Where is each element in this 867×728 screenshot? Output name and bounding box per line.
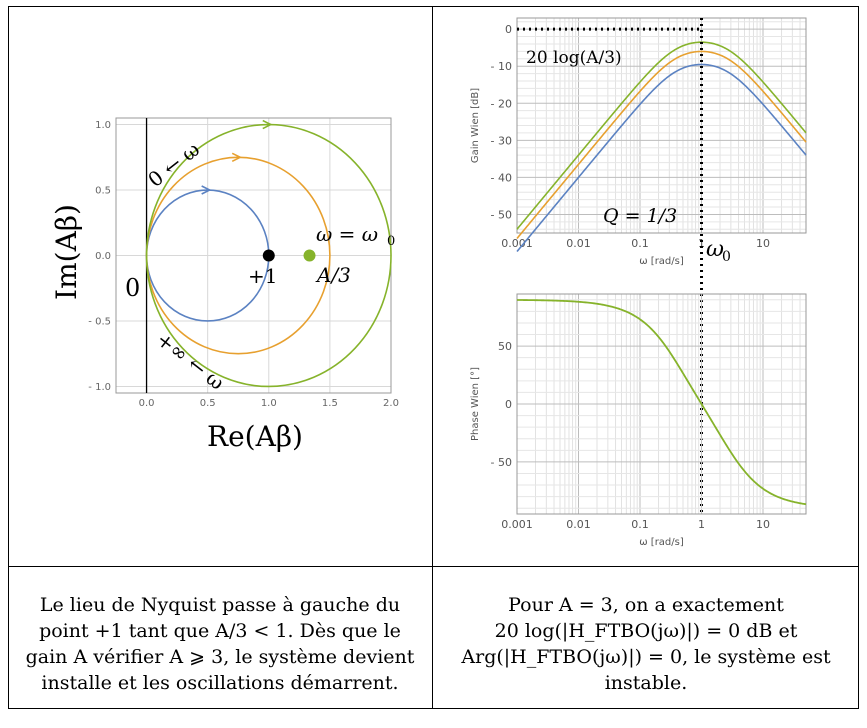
caption-right-line-2: 20 log(|H_FTBO(jω)|) = 0 dB et: [494, 620, 798, 642]
nyquist-x-tick-label: 1.5: [322, 398, 338, 409]
gain-x-tick-label: 0.01: [566, 237, 591, 250]
gain-x-tick-label: 0.001: [501, 237, 533, 250]
nyquist-y-axis-label: Im(Aβ): [50, 204, 83, 300]
phase-x-axis-label: ω [rad/s]: [639, 537, 684, 548]
caption-right: Pour A = 3, on a exactement 20 log(|H_FT…: [438, 592, 854, 696]
nyquist-a-over-3-label: A/3: [315, 263, 351, 287]
gain-q-label: Q = 1/3: [603, 205, 677, 227]
nyquist-arrow-1: [201, 185, 212, 195]
caption-right-line-3: Arg(|H_FTBO(jω)|) = 0, le système est: [461, 646, 831, 668]
gain-20log-label: 20 log(A/3): [526, 48, 622, 68]
gain-curve-2: [516, 50, 807, 239]
nyquist-y-tick-label: - 0.5: [88, 316, 111, 327]
nyquist-omega-sub-label: 0: [387, 234, 395, 249]
nyquist-point-plus-one: [262, 249, 275, 262]
phase-y-tick-label: 0: [505, 398, 512, 411]
gain-y-tick-label: - 20: [491, 97, 512, 110]
phase-plot-frame: [516, 293, 807, 515]
phase-x-tick-label: 0.1: [631, 518, 649, 531]
nyquist-y-tick-label: 1.0: [95, 120, 111, 131]
nyquist-y-tick-label: 0.0: [95, 251, 111, 262]
nyquist-omega-eq-label: ω = ω: [316, 222, 378, 246]
gain-curve-1: [516, 63, 807, 253]
gain-x-tick-label: 10: [756, 237, 770, 250]
nyquist-y-tick-label: 0.5: [95, 186, 111, 197]
column-divider: [432, 6, 433, 709]
phase-y-tick-label: - 50: [491, 456, 512, 469]
gain-y-tick-label: 0: [505, 23, 512, 36]
gain-y-tick-label: - 50: [491, 208, 512, 221]
gain-plot-frame: [516, 17, 807, 234]
gain-x-tick-label: 1: [698, 237, 705, 250]
caption-left-line-4: installe et les oscillations démarrent.: [41, 672, 399, 694]
caption-right-line-1: Pour A = 3, on a exactement: [508, 594, 784, 616]
caption-left-line-3: gain A vérifier A ⩾ 3, le système devien…: [25, 646, 415, 668]
nyquist-omega-to-inf-label: +∞ ← ω: [152, 327, 229, 395]
nyquist-y-tick-label: - 1.0: [88, 382, 111, 393]
nyquist-origin-label: 0: [125, 274, 140, 302]
phase-x-tick-label: 10: [756, 518, 770, 531]
gain-y-tick-label: - 30: [491, 134, 512, 147]
phase-y-axis-label: Phase Wien [°]: [470, 367, 481, 441]
nyquist-x-tick-label: 0.0: [139, 398, 155, 409]
phase-curve-1: [516, 299, 807, 506]
phase-x-tick-label: 0.001: [501, 518, 533, 531]
caption-left-line-1: Le lieu de Nyquist passe à gauche du: [39, 594, 401, 616]
nyquist-plus-one-label: +1: [248, 264, 277, 288]
caption-left: Le lieu de Nyquist passe à gauche du poi…: [12, 592, 428, 696]
nyquist-arrow-3: [262, 119, 273, 130]
nyquist-point-a-over-3: [303, 249, 316, 262]
gain-y-tick-label: - 10: [491, 60, 512, 73]
nyquist-curve-3: [145, 123, 392, 388]
caption-left-line-2: point +1 tant que A/3 < 1. Dès que le: [39, 620, 401, 642]
figure-frame: [8, 6, 859, 709]
nyquist-omega-to-zero-label: 0 ← ω: [143, 137, 204, 192]
phase-y-tick-label: 50: [498, 340, 512, 353]
gain-y-axis-label: Gain Wien [dB]: [470, 88, 481, 163]
nyquist-x-tick-label: 0.5: [200, 398, 216, 409]
nyquist-x-tick-label: 1.0: [261, 398, 277, 409]
nyquist-x-tick-label: 2.0: [383, 398, 399, 409]
nyquist-x-axis-label: Re(Aβ): [207, 420, 303, 453]
gain-curve-3: [516, 41, 807, 230]
gain-x-tick-label: 0.1: [631, 237, 649, 250]
caption-right-line-4: instable.: [604, 672, 688, 694]
gain-y-tick-label: - 40: [491, 171, 512, 184]
phase-x-tick-label: 1: [698, 518, 705, 531]
gain-x-axis-label: ω [rad/s]: [639, 256, 684, 267]
gain-omega0-label: ω: [706, 237, 724, 262]
nyquist-arrow-2: [231, 152, 243, 163]
phase-x-tick-label: 0.01: [566, 518, 591, 531]
caption-divider: [8, 566, 859, 567]
gain-omega0-sub-label: 0: [722, 249, 731, 265]
